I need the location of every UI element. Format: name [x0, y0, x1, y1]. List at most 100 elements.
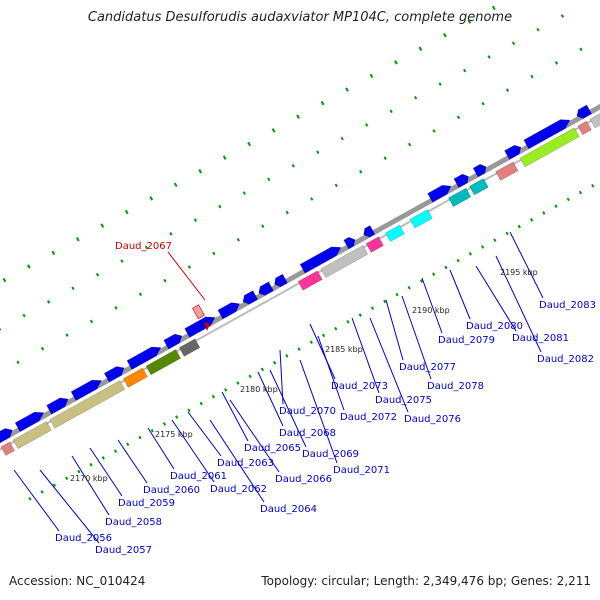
tick-mark	[175, 415, 179, 419]
leader-line	[171, 419, 215, 483]
highlight-arrow-icon	[204, 322, 210, 331]
tick-mark	[358, 313, 362, 317]
tick-mark	[291, 163, 295, 168]
tick-mark	[369, 73, 374, 79]
tick-mark	[77, 469, 81, 474]
scale-label: 2195 kbp	[500, 268, 538, 277]
tick-mark	[260, 367, 264, 372]
gene-feature	[523, 119, 571, 150]
gene-feature	[427, 184, 452, 203]
tick-mark	[365, 123, 369, 127]
gene-label: Daud_2069	[302, 449, 359, 460]
scale-label: 2170 kbp	[70, 474, 108, 483]
tick-mark	[394, 60, 398, 65]
gene-label: Daud_2080	[466, 321, 523, 332]
tick-mark	[187, 265, 191, 269]
tick-mark	[560, 14, 565, 18]
tick-mark	[554, 61, 559, 65]
gene-feature	[343, 236, 356, 250]
tick-mark	[224, 388, 228, 392]
tick-mark	[22, 313, 26, 318]
highlight-label: Daud_2067	[115, 241, 172, 252]
tick-mark	[51, 250, 56, 256]
tick-mark	[536, 27, 540, 32]
leader-line	[13, 469, 60, 532]
tick-mark	[65, 333, 69, 337]
scale-label: 2185 kbp	[325, 345, 363, 354]
gene-label: Daud_2064	[260, 504, 317, 515]
leader-line	[309, 323, 336, 380]
tick-mark	[419, 279, 424, 283]
tick-mark	[310, 197, 314, 201]
scale-ticks	[0, 5, 595, 501]
tick-mark	[345, 87, 349, 92]
highlight-leader	[167, 251, 206, 301]
leader-line	[89, 447, 123, 497]
tick-mark	[162, 422, 167, 426]
tick-mark	[95, 272, 100, 277]
highlight-marker: Daud_2067	[115, 241, 210, 331]
leader-line	[299, 359, 338, 464]
gene-feature	[217, 302, 241, 320]
tick-mark	[100, 223, 105, 228]
scale-labels: 2170 kbp 2175 kbp 2180 kbp 2185 kbp 2190 kbp…	[70, 268, 538, 483]
tick-mark	[193, 218, 197, 223]
gene-feature	[274, 273, 288, 288]
gene-feature	[46, 397, 69, 415]
leader-line	[449, 269, 471, 320]
gene-feature	[519, 127, 580, 168]
tick-mark	[150, 428, 154, 433]
genome-title: Candidatus Desulforudis audaxviator MP10…	[87, 10, 513, 25]
tick-mark	[46, 300, 51, 304]
leader-line	[475, 265, 517, 332]
tick-mark	[218, 204, 222, 209]
tick-mark	[517, 224, 521, 229]
gene-label: Daud_2073	[331, 381, 388, 392]
tick-mark	[542, 211, 546, 215]
tick-mark	[491, 5, 496, 11]
genome-summary: Topology: circular; Length: 2,349,476 bp…	[261, 574, 591, 588]
tick-mark	[309, 340, 313, 345]
tick-mark	[530, 74, 534, 79]
gene-feature	[163, 333, 183, 350]
leader-line	[269, 369, 307, 448]
gene-feature	[453, 173, 469, 189]
tick-mark	[414, 95, 418, 100]
leader-line	[209, 419, 265, 503]
gene-label: Daud_2056	[55, 533, 112, 544]
tick-mark	[285, 210, 289, 215]
tick-mark	[418, 46, 423, 51]
tick-mark	[444, 265, 448, 270]
leader-line	[147, 427, 175, 470]
gene-label: Daud_2066	[275, 474, 332, 485]
tick-mark	[334, 183, 338, 188]
gene-feature	[363, 225, 376, 238]
tick-mark	[27, 264, 31, 269]
tick-mark	[261, 224, 265, 229]
gene-label: Daud_2062	[210, 484, 267, 495]
tick-mark	[467, 19, 472, 24]
tick-mark	[529, 217, 534, 222]
gene-label: Daud_2082	[537, 354, 594, 365]
gene-label: Daud_2076	[404, 414, 461, 425]
tick-mark	[89, 319, 94, 324]
tick-mark	[163, 278, 167, 283]
tick-mark	[273, 360, 277, 365]
tick-mark	[389, 109, 393, 114]
gene-label: Daud_2057	[95, 545, 152, 556]
gene-label: Daud_2083	[539, 300, 596, 311]
gene-label: Daud_2058	[105, 517, 162, 528]
tick-mark	[285, 354, 289, 358]
gene-feature	[577, 120, 592, 136]
tick-mark	[144, 245, 149, 250]
tick-mark	[468, 252, 472, 256]
tick-mark	[71, 286, 75, 291]
tick-mark	[383, 299, 387, 304]
gene-feature	[589, 113, 600, 129]
gene-label: Daud_2072	[340, 412, 397, 423]
leader-line	[187, 411, 222, 457]
scale-label: 2190 kbp	[412, 306, 450, 315]
tick-mark	[297, 347, 301, 351]
leader-line	[385, 299, 404, 361]
